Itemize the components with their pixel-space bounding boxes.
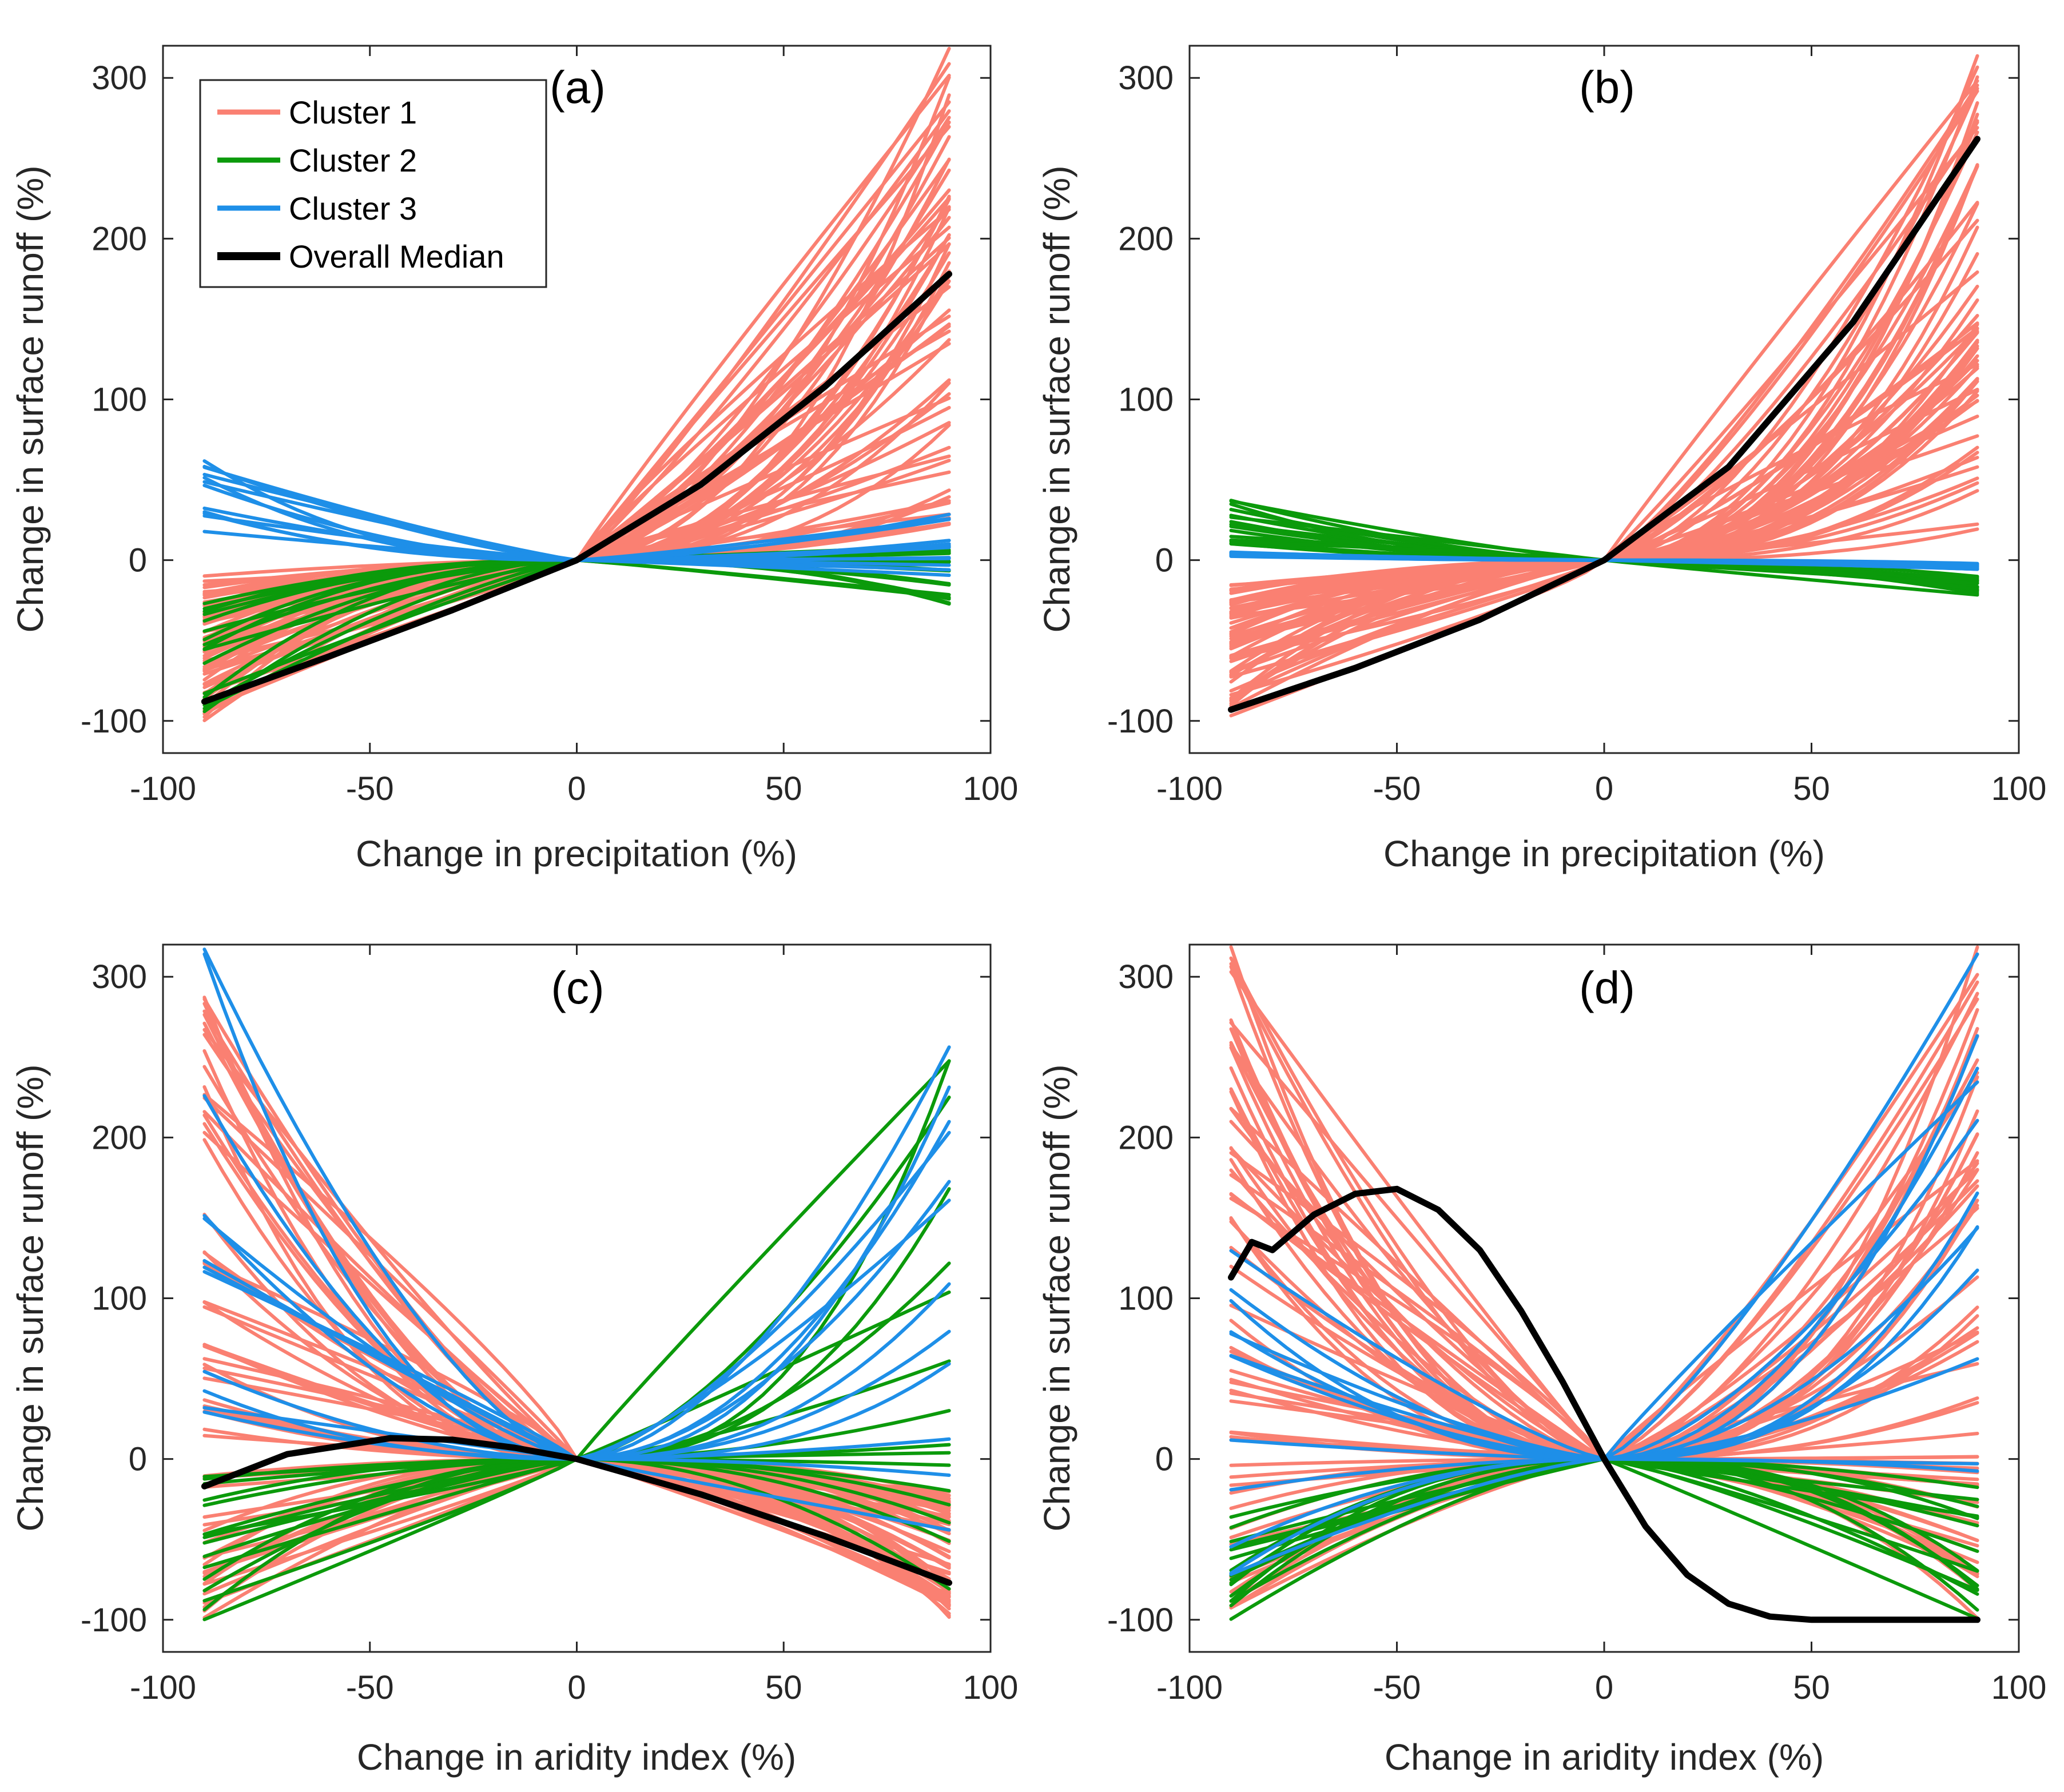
x-axis-label: Change in precipitation (%)	[1383, 833, 1825, 874]
x-axis-label: Change in aridity index (%)	[1385, 1737, 1824, 1778]
y-axis-label: Change in surface runoff (%)	[1036, 1064, 1077, 1531]
x-tick-label: -50	[346, 770, 394, 807]
legend-item-cluster-2: Cluster 2	[217, 142, 417, 178]
x-tick-label: 0	[1595, 770, 1613, 807]
panel-d: -100 -50 0 50 100 -100 0 100 200 300 (d) Change i…	[1036, 943, 2047, 1778]
x-tick-label: -100	[130, 770, 196, 807]
y-tick-label: 0	[129, 1441, 147, 1478]
y-tick-label: 0	[1155, 542, 1174, 579]
panel-tag: (b)	[1579, 62, 1635, 113]
x-tick-label: -100	[130, 1669, 196, 1706]
x-tick-label: 50	[765, 770, 802, 807]
x-tick-label: 100	[1991, 1669, 2047, 1706]
legend-label: Cluster 1	[289, 94, 417, 130]
y-tick-label: 100	[92, 1280, 147, 1317]
series-overall-median-line	[201, 1435, 953, 1586]
y-tick-label: 200	[1118, 220, 1174, 257]
x-axis-label: Change in precipitation (%)	[356, 833, 797, 874]
y-tick-label: 0	[1155, 1441, 1174, 1478]
legend-label: Overall Median	[289, 238, 504, 274]
legend-item-cluster-1: Cluster 1	[217, 94, 417, 130]
x-tick-label: 0	[1595, 1669, 1613, 1706]
y-tick-label: 100	[92, 381, 147, 419]
y-tick-label: 200	[1118, 1119, 1174, 1156]
x-tick-label: 50	[765, 1669, 802, 1706]
x-tick-label: -50	[346, 1669, 394, 1706]
y-tick-label: 200	[92, 1119, 147, 1156]
series-overall-median-line	[201, 270, 953, 705]
x-tick-label: -50	[1373, 770, 1421, 807]
legend-label: Cluster 2	[289, 142, 417, 178]
y-tick-label: -100	[1107, 1602, 1174, 1639]
x-tick-label: 50	[1793, 1669, 1830, 1706]
x-tick-label: 50	[1793, 770, 1830, 807]
legend: Cluster 1 Cluster 2 Cluster 3 Overall Me…	[199, 79, 547, 288]
series-overall-median-line	[1228, 136, 1981, 713]
panel-b: -100 -50 0 50 100 -100 0 100 200 300 (b) Change i…	[1036, 45, 2047, 874]
y-axis-label: Change in surface runoff (%)	[1036, 165, 1077, 632]
panel-tag: (c)	[551, 962, 604, 1013]
series-overall-median-line	[1228, 1185, 1981, 1623]
x-tick-label: 0	[567, 1669, 586, 1706]
y-tick-label: 300	[1118, 59, 1174, 97]
legend-label: Cluster 3	[289, 190, 417, 226]
x-tick-label: -50	[1373, 1669, 1421, 1706]
y-tick-label: 300	[1118, 958, 1174, 995]
y-tick-label: 200	[92, 220, 147, 257]
y-tick-label: 300	[92, 958, 147, 995]
x-tick-label: 100	[963, 770, 1019, 807]
x-tick-label: 100	[1991, 770, 2047, 807]
legend-item-overall-median: Overall Median	[217, 238, 504, 274]
panel-c: -100 -50 0 50 100 -100 0 100 200 300 (c) Change i…	[10, 943, 1019, 1778]
panel-tag: (d)	[1579, 962, 1635, 1013]
y-tick-label: 100	[1118, 1280, 1174, 1317]
y-tick-label: 100	[1118, 381, 1174, 419]
x-tick-label: -100	[1156, 1669, 1223, 1706]
panel-a: -100 -50 0 50 100 -100 0 100 200 300 (a) Change i…	[10, 45, 1019, 874]
x-axis-label: Change in aridity index (%)	[357, 1737, 796, 1778]
x-tick-label: 0	[567, 770, 586, 807]
y-tick-label: -100	[1107, 703, 1174, 740]
y-tick-label: 300	[92, 59, 147, 97]
y-axis-label: Change in surface runoff (%)	[10, 165, 51, 632]
legend-item-cluster-3: Cluster 3	[217, 190, 417, 226]
panel-tag: (a)	[550, 62, 606, 113]
y-tick-label: 0	[129, 542, 147, 579]
x-tick-label: 100	[963, 1669, 1019, 1706]
x-tick-label: -100	[1156, 770, 1223, 807]
y-axis-label: Change in surface runoff (%)	[10, 1064, 51, 1531]
y-tick-label: -100	[81, 1602, 147, 1639]
y-tick-label: -100	[81, 703, 147, 740]
